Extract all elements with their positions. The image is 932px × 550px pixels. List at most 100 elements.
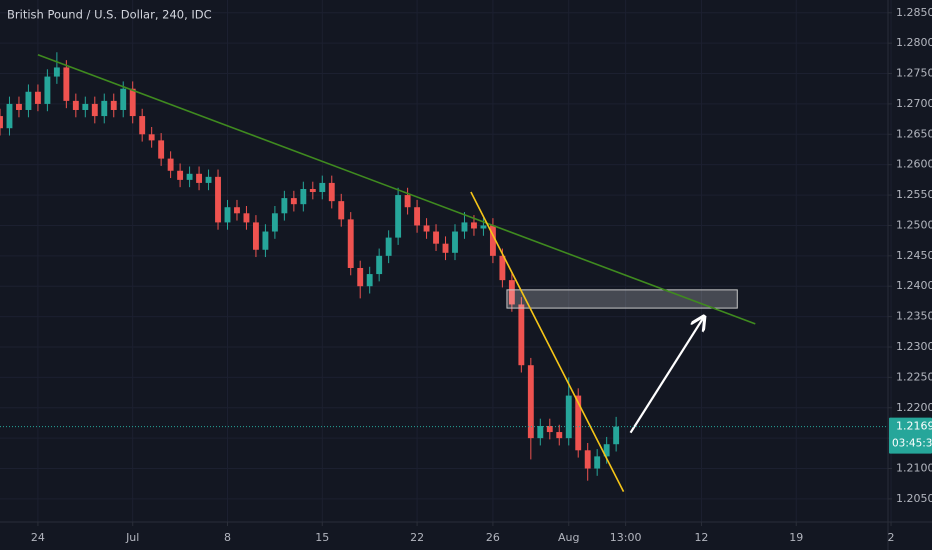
candle-body bbox=[262, 231, 269, 250]
y-tick-label: 1.2750 bbox=[896, 67, 932, 80]
candle-body bbox=[120, 88, 127, 110]
candle-body bbox=[518, 304, 525, 366]
y-tick-label: 1.2400 bbox=[896, 279, 932, 292]
y-tick-label: 1.2300 bbox=[896, 340, 932, 353]
candle-body bbox=[63, 67, 70, 101]
candle-body bbox=[613, 426, 620, 445]
candle-body bbox=[196, 173, 202, 183]
candle-body bbox=[508, 280, 515, 305]
y-tick-label: 1.2800 bbox=[896, 36, 932, 49]
candle-body bbox=[110, 100, 117, 110]
y-tick-label: 1.2850 bbox=[896, 6, 932, 19]
candle-body bbox=[471, 222, 477, 229]
candle-body bbox=[442, 243, 449, 253]
candle-body bbox=[376, 255, 383, 275]
x-tick-label: 26 bbox=[486, 531, 500, 544]
y-tick-label: 1.2500 bbox=[896, 218, 932, 231]
candle-body bbox=[366, 274, 373, 287]
candle-body bbox=[234, 207, 240, 214]
candle-body bbox=[101, 100, 108, 117]
candle-body bbox=[72, 100, 79, 110]
candle-body bbox=[224, 207, 231, 223]
candle-body bbox=[252, 222, 259, 250]
x-tick-label: 2 bbox=[888, 531, 895, 544]
candle-body bbox=[139, 116, 146, 135]
candle-body bbox=[565, 395, 572, 439]
candle-body bbox=[53, 67, 60, 77]
candle-body bbox=[243, 213, 250, 223]
candle-body bbox=[328, 182, 335, 202]
candle-body bbox=[25, 91, 32, 110]
y-tick-label: 1.2350 bbox=[896, 310, 932, 323]
y-tick-label: 1.2050 bbox=[896, 492, 932, 505]
candle-body bbox=[281, 198, 288, 214]
x-tick-label: 24 bbox=[31, 531, 45, 544]
x-tick-label: 15 bbox=[315, 531, 329, 544]
candle-body bbox=[347, 219, 354, 268]
candle-body bbox=[603, 444, 610, 457]
candle-body bbox=[395, 195, 402, 238]
candle-body bbox=[423, 225, 430, 232]
candle-body bbox=[158, 140, 165, 159]
candle-body bbox=[309, 188, 316, 193]
y-tick-label: 1.2100 bbox=[896, 462, 932, 475]
arrow bbox=[629, 318, 704, 434]
candle-body bbox=[34, 91, 41, 104]
candle-body bbox=[186, 173, 193, 180]
last-price-label: 1.2169 bbox=[896, 420, 932, 433]
candle-body bbox=[584, 450, 591, 469]
y-tick-label: 1.2250 bbox=[896, 370, 932, 383]
candle-body bbox=[546, 425, 553, 433]
countdown-label: 03:45:36 bbox=[892, 438, 932, 450]
candle-body bbox=[499, 255, 506, 281]
candle-body bbox=[82, 103, 89, 110]
y-tick-label: 1.2650 bbox=[896, 127, 932, 140]
candle-body bbox=[6, 103, 13, 129]
candle-body bbox=[205, 176, 212, 183]
x-tick-label: Aug bbox=[558, 531, 579, 544]
candle-body bbox=[215, 176, 221, 223]
chart-title: British Pound / U.S. Dollar, 240, IDC bbox=[7, 8, 212, 22]
x-tick-label: 12 bbox=[694, 531, 708, 544]
candle-body bbox=[404, 195, 411, 208]
y-tick-label: 1.2450 bbox=[896, 249, 932, 262]
candle-body bbox=[527, 365, 534, 439]
candle-body bbox=[16, 103, 22, 110]
candle-body bbox=[300, 188, 307, 205]
trendline bbox=[470, 191, 625, 492]
candle-body bbox=[537, 425, 544, 439]
candle-body bbox=[433, 231, 439, 244]
y-tick-label: 1.2700 bbox=[896, 97, 932, 110]
candle-body bbox=[357, 267, 364, 287]
x-tick-label: Jul bbox=[125, 531, 139, 544]
candle-body bbox=[452, 231, 458, 253]
candle-body bbox=[290, 198, 297, 205]
x-tick-label: 8 bbox=[224, 531, 231, 544]
candle-body bbox=[0, 116, 3, 129]
candle-body bbox=[385, 237, 392, 256]
candle-body bbox=[575, 395, 582, 451]
y-tick-label: 1.2200 bbox=[896, 401, 932, 414]
zone bbox=[506, 289, 738, 309]
candle-body bbox=[167, 158, 174, 171]
candle-body bbox=[271, 213, 278, 232]
x-tick-label: 22 bbox=[410, 531, 424, 544]
candle-body bbox=[414, 207, 421, 226]
candle-body bbox=[480, 225, 487, 229]
y-tick-label: 1.2550 bbox=[896, 188, 932, 201]
candle-body bbox=[489, 225, 496, 256]
x-tick-label: 13:00 bbox=[610, 531, 642, 544]
candle-body bbox=[461, 222, 468, 232]
trendline bbox=[37, 53, 756, 325]
candle-body bbox=[177, 170, 184, 180]
candle-body bbox=[148, 134, 155, 141]
candle-body bbox=[594, 456, 601, 469]
candle-body bbox=[91, 103, 98, 117]
y-tick-label: 1.2600 bbox=[896, 158, 932, 171]
candle-body bbox=[44, 76, 51, 104]
candle-body bbox=[319, 182, 326, 193]
candle-body bbox=[556, 432, 563, 439]
candle-body bbox=[129, 88, 136, 117]
